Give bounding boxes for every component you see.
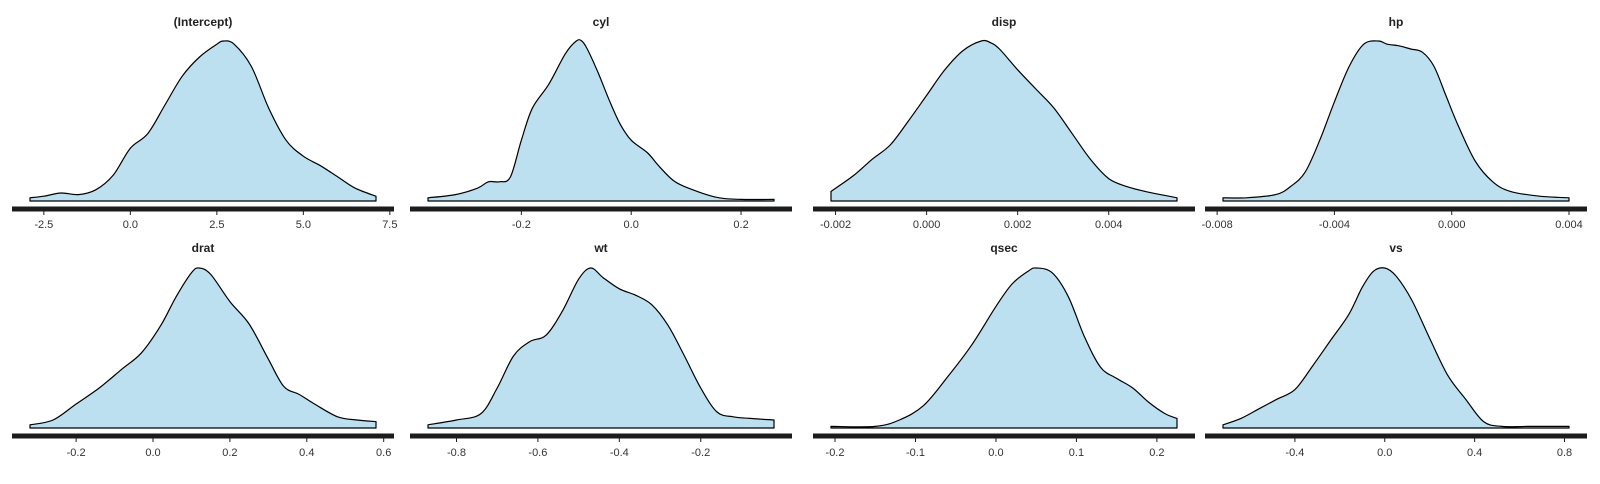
panel-disp: disp -0.002 0.000 0.002 0.004 — [813, 15, 1195, 231]
density-area — [1222, 267, 1570, 429]
panel-intercept: (Intercept) -2.5 0.0 2.5 5.0 7.5 — [12, 15, 397, 231]
x-tick-label: 0.2 — [733, 219, 748, 231]
panel-hp: hp -0.008 -0.004 0.000 0.004 — [1202, 15, 1587, 231]
density-area — [29, 267, 377, 429]
density-area — [29, 40, 377, 202]
density-area — [830, 267, 1178, 429]
x-tick-label: 2.5 — [209, 219, 224, 231]
x-tick-label: -0.4 — [1285, 447, 1304, 459]
x-tick-label: -0.2 — [826, 447, 845, 459]
x-tick-label: -0.6 — [528, 447, 547, 459]
x-tick-label: -0.8 — [447, 447, 466, 459]
panel-wt: wt -0.8 -0.6 -0.4 -0.2 — [410, 241, 792, 459]
x-tick-label: 0.0 — [145, 447, 160, 459]
density-area — [1222, 40, 1570, 202]
x-tick-label: 0.1 — [1069, 447, 1084, 459]
panel-title: drat — [192, 241, 215, 255]
x-tick-label: 7.5 — [382, 219, 397, 231]
x-tick-label: 0.2 — [222, 447, 237, 459]
panel-drat: drat -0.2 0.0 0.2 0.4 0.6 — [12, 241, 394, 459]
x-tick-label: -0.002 — [820, 219, 851, 231]
panel-title: qsec — [990, 241, 1018, 255]
density-area — [427, 267, 775, 429]
panel-title: disp — [992, 15, 1017, 29]
panel-cyl: cyl -0.2 0.0 0.2 — [410, 15, 792, 231]
x-tick-label: 0.0 — [123, 219, 138, 231]
x-tick-label: 0.000 — [913, 219, 941, 231]
x-tick-label: -0.1 — [906, 447, 925, 459]
x-tick-label: 0.004 — [1095, 219, 1123, 231]
x-tick-label: -0.4 — [610, 447, 629, 459]
panel-qsec: qsec -0.2 -0.1 0.0 0.1 0.2 — [813, 241, 1195, 459]
x-tick-label: 0.004 — [1555, 219, 1583, 231]
x-tick-label: 0.0 — [988, 447, 1003, 459]
x-tick-label: 0.000 — [1438, 219, 1466, 231]
x-tick-label: -2.5 — [34, 219, 53, 231]
x-tick-label: 0.6 — [376, 447, 391, 459]
x-tick-label: 0.0 — [1377, 447, 1392, 459]
x-tick-label: -0.2 — [691, 447, 710, 459]
x-tick-label: -0.2 — [67, 447, 86, 459]
density-area — [830, 39, 1178, 202]
x-tick-label: -0.008 — [1202, 219, 1233, 231]
density-area — [427, 39, 775, 202]
panel-title: vs — [1389, 241, 1403, 255]
panel-title: (Intercept) — [174, 15, 233, 29]
x-tick-label: 0.0 — [624, 219, 639, 231]
panel-vs: vs -0.4 0.0 0.4 0.8 — [1205, 241, 1587, 459]
x-tick-label: 0.4 — [1467, 447, 1482, 459]
x-tick-label: 0.002 — [1004, 219, 1032, 231]
x-tick-label: 0.4 — [299, 447, 314, 459]
x-tick-label: 0.2 — [1149, 447, 1164, 459]
x-tick-label: 0.8 — [1557, 447, 1572, 459]
panel-title: cyl — [593, 15, 610, 29]
panel-title: wt — [593, 241, 607, 255]
x-tick-label: 5.0 — [296, 219, 311, 231]
panel-title: hp — [1389, 15, 1404, 29]
x-tick-label: -0.004 — [1319, 219, 1350, 231]
x-tick-label: -0.2 — [512, 219, 531, 231]
